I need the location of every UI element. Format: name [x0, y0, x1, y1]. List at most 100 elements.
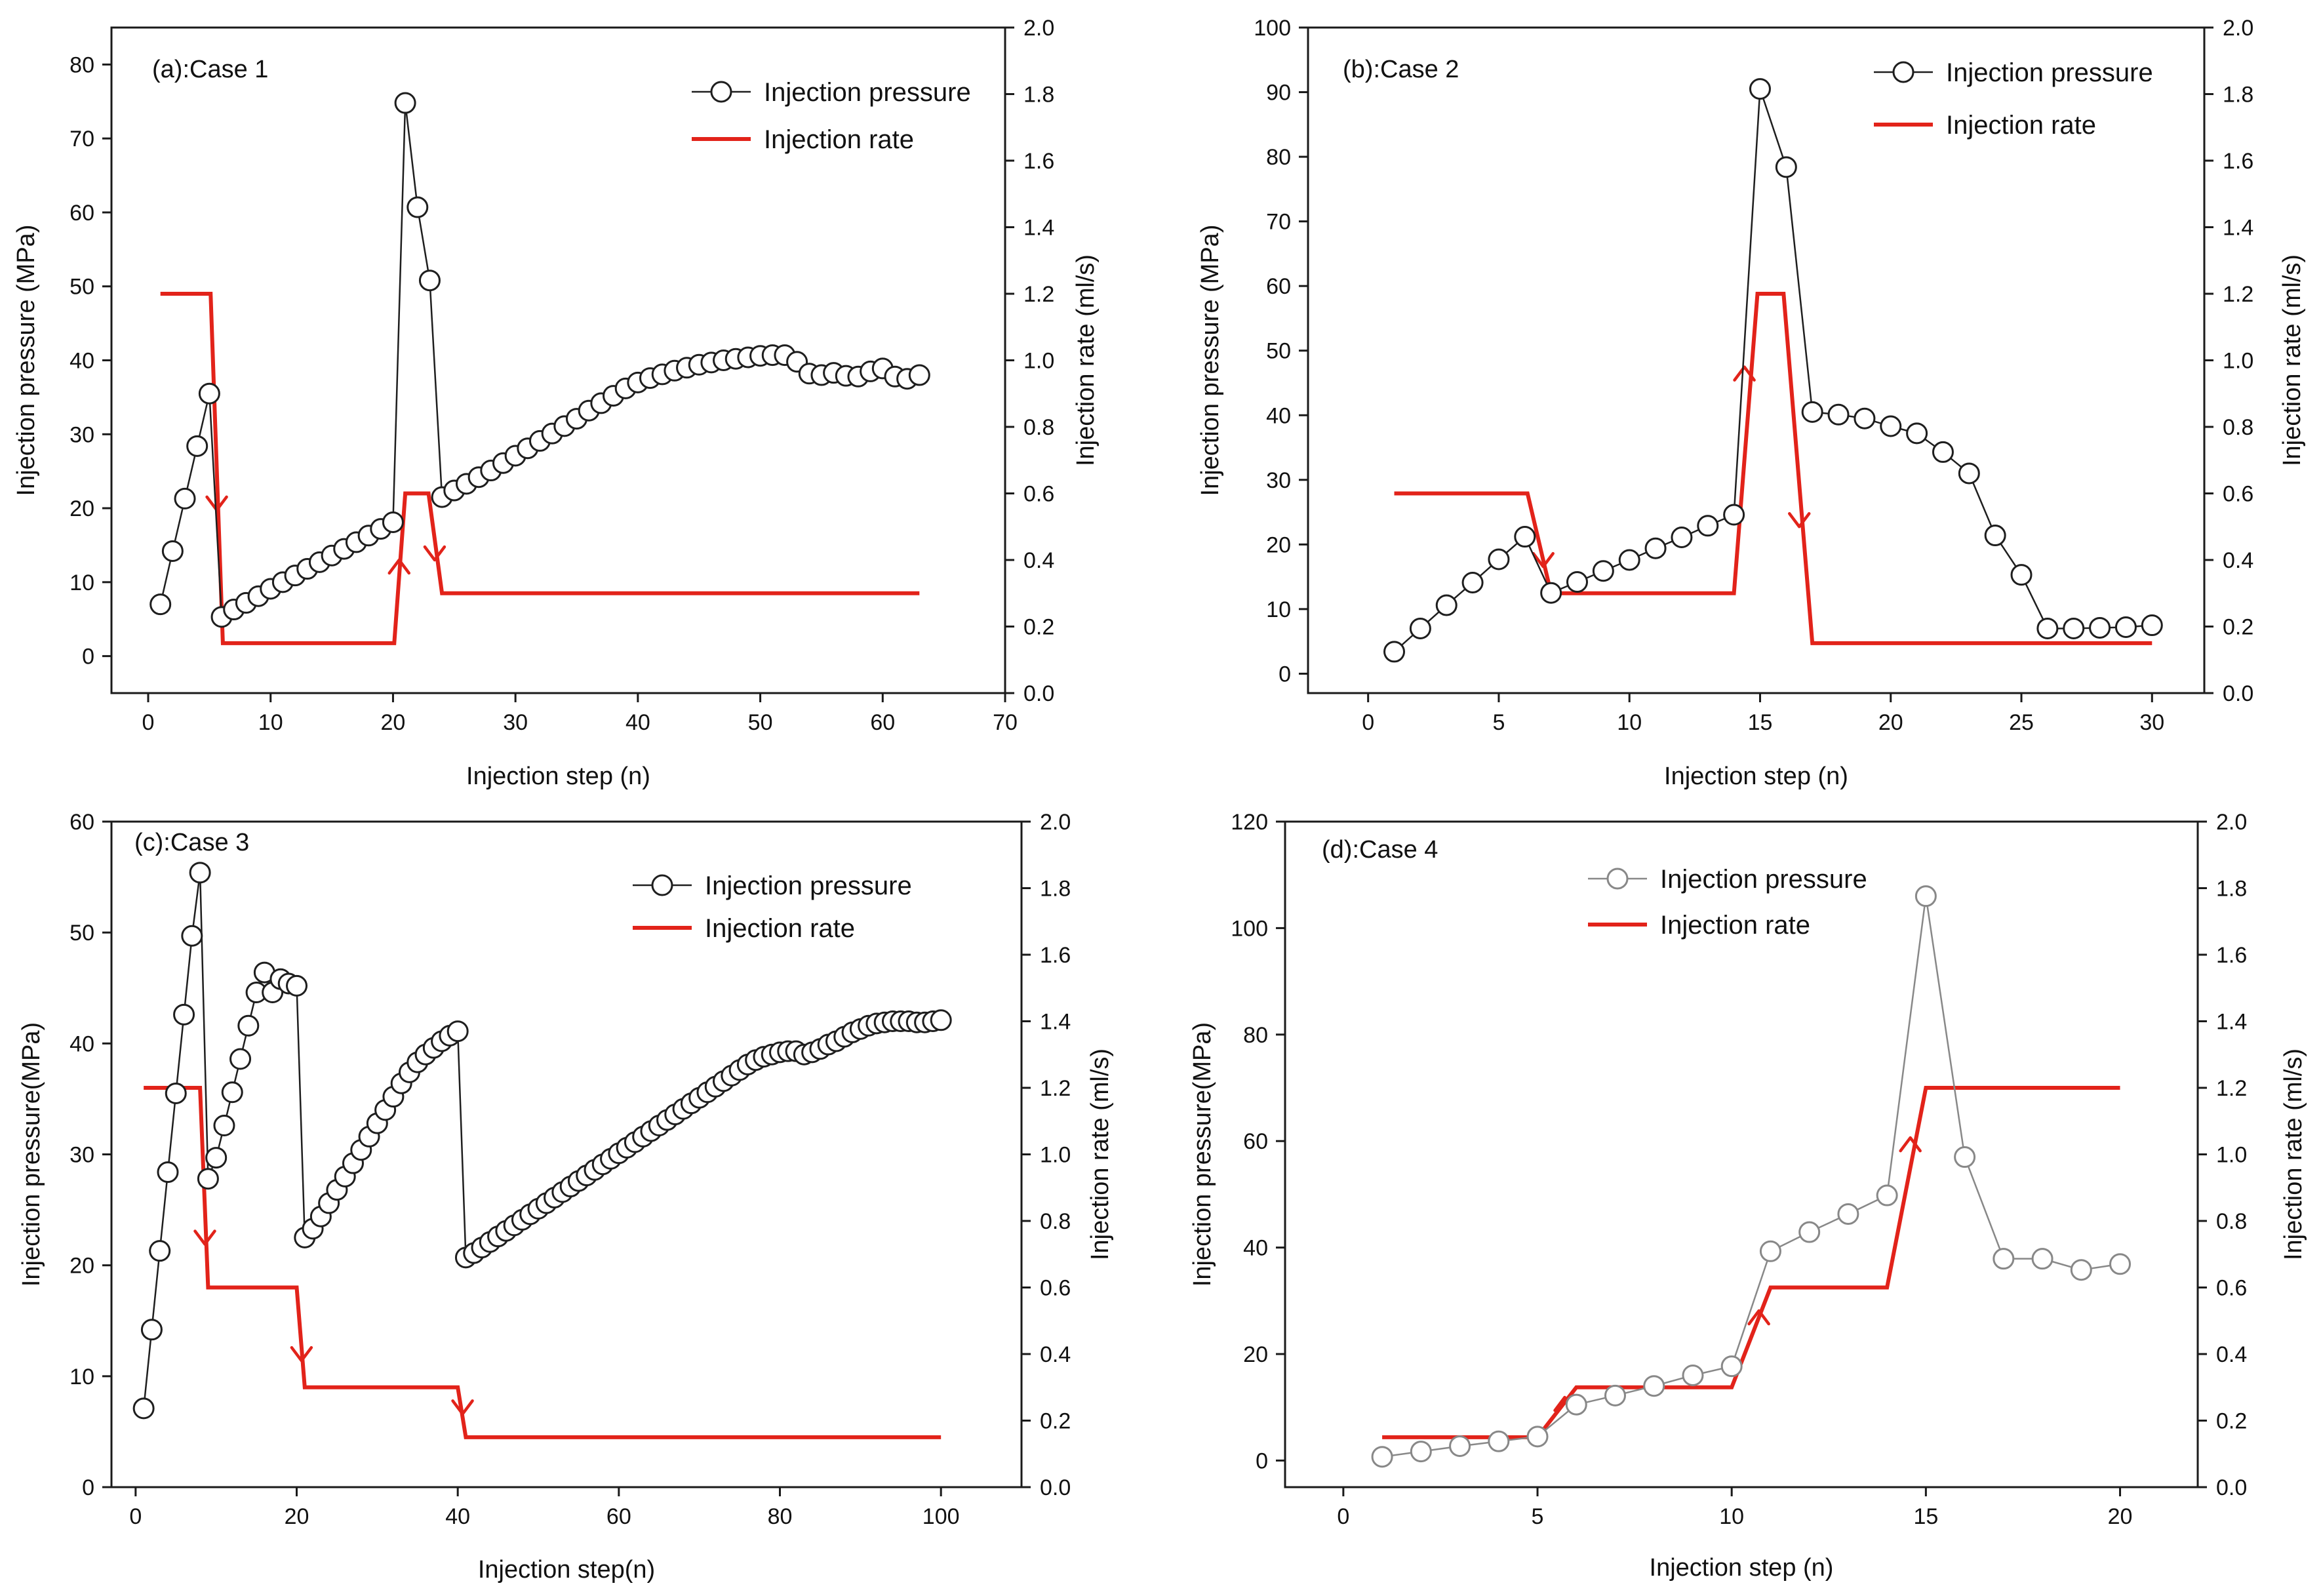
legend-rate-label: Injection rate — [764, 125, 914, 154]
injection-rate-arrow — [1733, 365, 1756, 382]
injection-pressure-point — [908, 364, 930, 386]
x-tick-label: 70 — [993, 710, 1018, 735]
y-right-tick-label: 1.4 — [1040, 1010, 1071, 1035]
y-left-tick-label: 40 — [69, 349, 94, 374]
legend-pressure-label: Injection pressure — [705, 871, 912, 900]
injection-pressure-point — [2114, 616, 2137, 638]
y-left-tick-label: 20 — [69, 1254, 94, 1279]
x-tick-label: 60 — [870, 710, 895, 735]
y-right-tick-label: 1.2 — [2216, 1076, 2247, 1101]
injection-pressure-line — [142, 872, 942, 1409]
x-tick-label: 0 — [1337, 1504, 1349, 1529]
x-tick-label: 15 — [1748, 710, 1773, 735]
injection-pressure-point — [1775, 156, 1797, 178]
injection-pressure-point — [1914, 885, 1937, 908]
x-tick-label: 0 — [129, 1504, 142, 1529]
y-left-tick-label: 120 — [1231, 810, 1268, 835]
injection-pressure-point — [1906, 422, 1928, 445]
legend-pressure-label: Injection pressure — [764, 78, 971, 107]
injection-pressure-point — [1876, 1184, 1898, 1207]
y-right-axis-title: Injection rate (ml/s) — [2278, 254, 2306, 466]
legend-rate-label: Injection rate — [705, 914, 855, 943]
injection-pressure-point — [221, 1081, 243, 1104]
y-right-tick-label: 1.8 — [1040, 877, 1071, 902]
panel-a-case-1: 0 10 20 30 40 50 60 70 0 10 20 30 40 50 60 70 80 0.0 0.2 0.… — [12, 16, 1100, 790]
y-right-tick-label: 1.4 — [2216, 1010, 2247, 1035]
y-right-tick-label: 0.8 — [2223, 415, 2253, 440]
injection-pressure-point — [213, 1115, 235, 1137]
injection-pressure-point — [1371, 1446, 1393, 1468]
injection-pressure-point — [237, 1014, 260, 1037]
injection-pressure-point — [2070, 1259, 2092, 1281]
y-left-tick-label: 70 — [69, 127, 94, 151]
x-tick-label: 40 — [625, 710, 650, 735]
y-right-tick-label: 1.6 — [1040, 943, 1071, 968]
x-tick-label: 60 — [606, 1504, 631, 1529]
injection-pressure-point — [1565, 1393, 1587, 1416]
y-right-tick-label: 1.8 — [2223, 83, 2253, 108]
y-right-tick-label: 0.6 — [1040, 1276, 1071, 1301]
injection-pressure-point — [1697, 515, 1719, 537]
injection-pressure-point — [1644, 537, 1667, 559]
y-right-tick-label: 1.0 — [1040, 1143, 1071, 1168]
y-right-tick-label: 2.0 — [2223, 16, 2253, 41]
y-left-tick-label: 70 — [1266, 210, 1291, 235]
injection-pressure-point — [174, 487, 196, 509]
y-left-tick-label: 0 — [82, 1475, 94, 1500]
y-left-tick-label: 20 — [1243, 1342, 1268, 1367]
x-tick-label: 20 — [2108, 1504, 2133, 1529]
injection-pressure-point — [407, 196, 429, 218]
injection-rate-arrow — [1899, 1136, 1922, 1153]
y-right-tick-label: 2.0 — [2216, 810, 2247, 835]
y-left-tick-label: 20 — [1266, 532, 1291, 557]
x-tick-label: 10 — [1617, 710, 1642, 735]
y-left-tick-label: 40 — [69, 1031, 94, 1056]
y-right-tick-label: 0.0 — [2216, 1475, 2247, 1500]
y-right-tick-label: 0.4 — [2216, 1342, 2247, 1367]
injection-pressure-point — [186, 435, 208, 457]
injection-pressure-point — [446, 1020, 469, 1043]
y-right-tick-label: 0.4 — [1023, 548, 1054, 573]
panel-label: (c):Case 3 — [134, 829, 249, 856]
injection-pressure-point — [1488, 548, 1510, 570]
legend-pressure-label: Injection pressure — [1946, 58, 2153, 87]
y-left-tick-label: 80 — [1266, 145, 1291, 170]
injection-pressure-point — [165, 1082, 187, 1104]
injection-pressure-point — [1749, 78, 1771, 100]
y-left-tick-label: 0 — [82, 645, 94, 669]
x-axis-title: Injection step(n) — [478, 1556, 655, 1584]
y-right-tick-label: 0.8 — [1040, 1209, 1071, 1234]
injection-pressure-point — [1954, 1146, 1976, 1168]
y-right-tick-label: 1.2 — [2223, 282, 2253, 307]
injection-rate-line — [144, 1086, 942, 1439]
injection-pressure-point — [1759, 1240, 1781, 1262]
injection-pressure-point — [1798, 1221, 1821, 1243]
y-left-tick-label: 10 — [1266, 597, 1291, 622]
legend-rate-label: Injection rate — [1946, 111, 2096, 140]
y-right-tick-label: 1.2 — [1023, 282, 1054, 307]
injection-pressure-point — [161, 540, 184, 562]
injection-pressure-point — [2031, 1248, 2053, 1270]
panel-b-case-2: 0 5 10 15 20 25 30 0 10 20 30 40 50 60 70 80 90 100 0.0 0.2… — [1197, 16, 2306, 790]
y-left-axis-title: Injection pressure(MPa) — [1189, 1022, 1216, 1287]
injection-pressure-point — [2036, 617, 2059, 639]
injection-pressure-point — [189, 862, 211, 884]
y-left-tick-label: 50 — [1266, 339, 1291, 364]
y-right-axis-title: Injection rate (ml/s) — [1086, 1048, 1114, 1260]
legend-pressure-swatch-marker — [651, 874, 673, 896]
x-tick-label: 100 — [922, 1504, 960, 1529]
injection-pressure-point — [1449, 1435, 1471, 1457]
y-left-tick-label: 60 — [69, 810, 94, 835]
x-tick-label: 10 — [258, 710, 283, 735]
injection-pressure-point — [229, 1048, 252, 1070]
injection-pressure-point — [1854, 407, 1876, 429]
y-left-tick-label: 30 — [1266, 468, 1291, 493]
y-right-axis-title: Injection rate (ml/s) — [2280, 1048, 2307, 1260]
y-right-tick-label: 0.8 — [2216, 1209, 2247, 1234]
y-right-tick-label: 1.8 — [1023, 83, 1054, 108]
y-left-axis-title: Injection pressure (MPa) — [1197, 225, 1224, 496]
y-left-axis-title: Injection pressure(MPa) — [18, 1022, 45, 1287]
y-left-tick-label: 50 — [69, 275, 94, 300]
injection-pressure-point — [1837, 1203, 1859, 1225]
